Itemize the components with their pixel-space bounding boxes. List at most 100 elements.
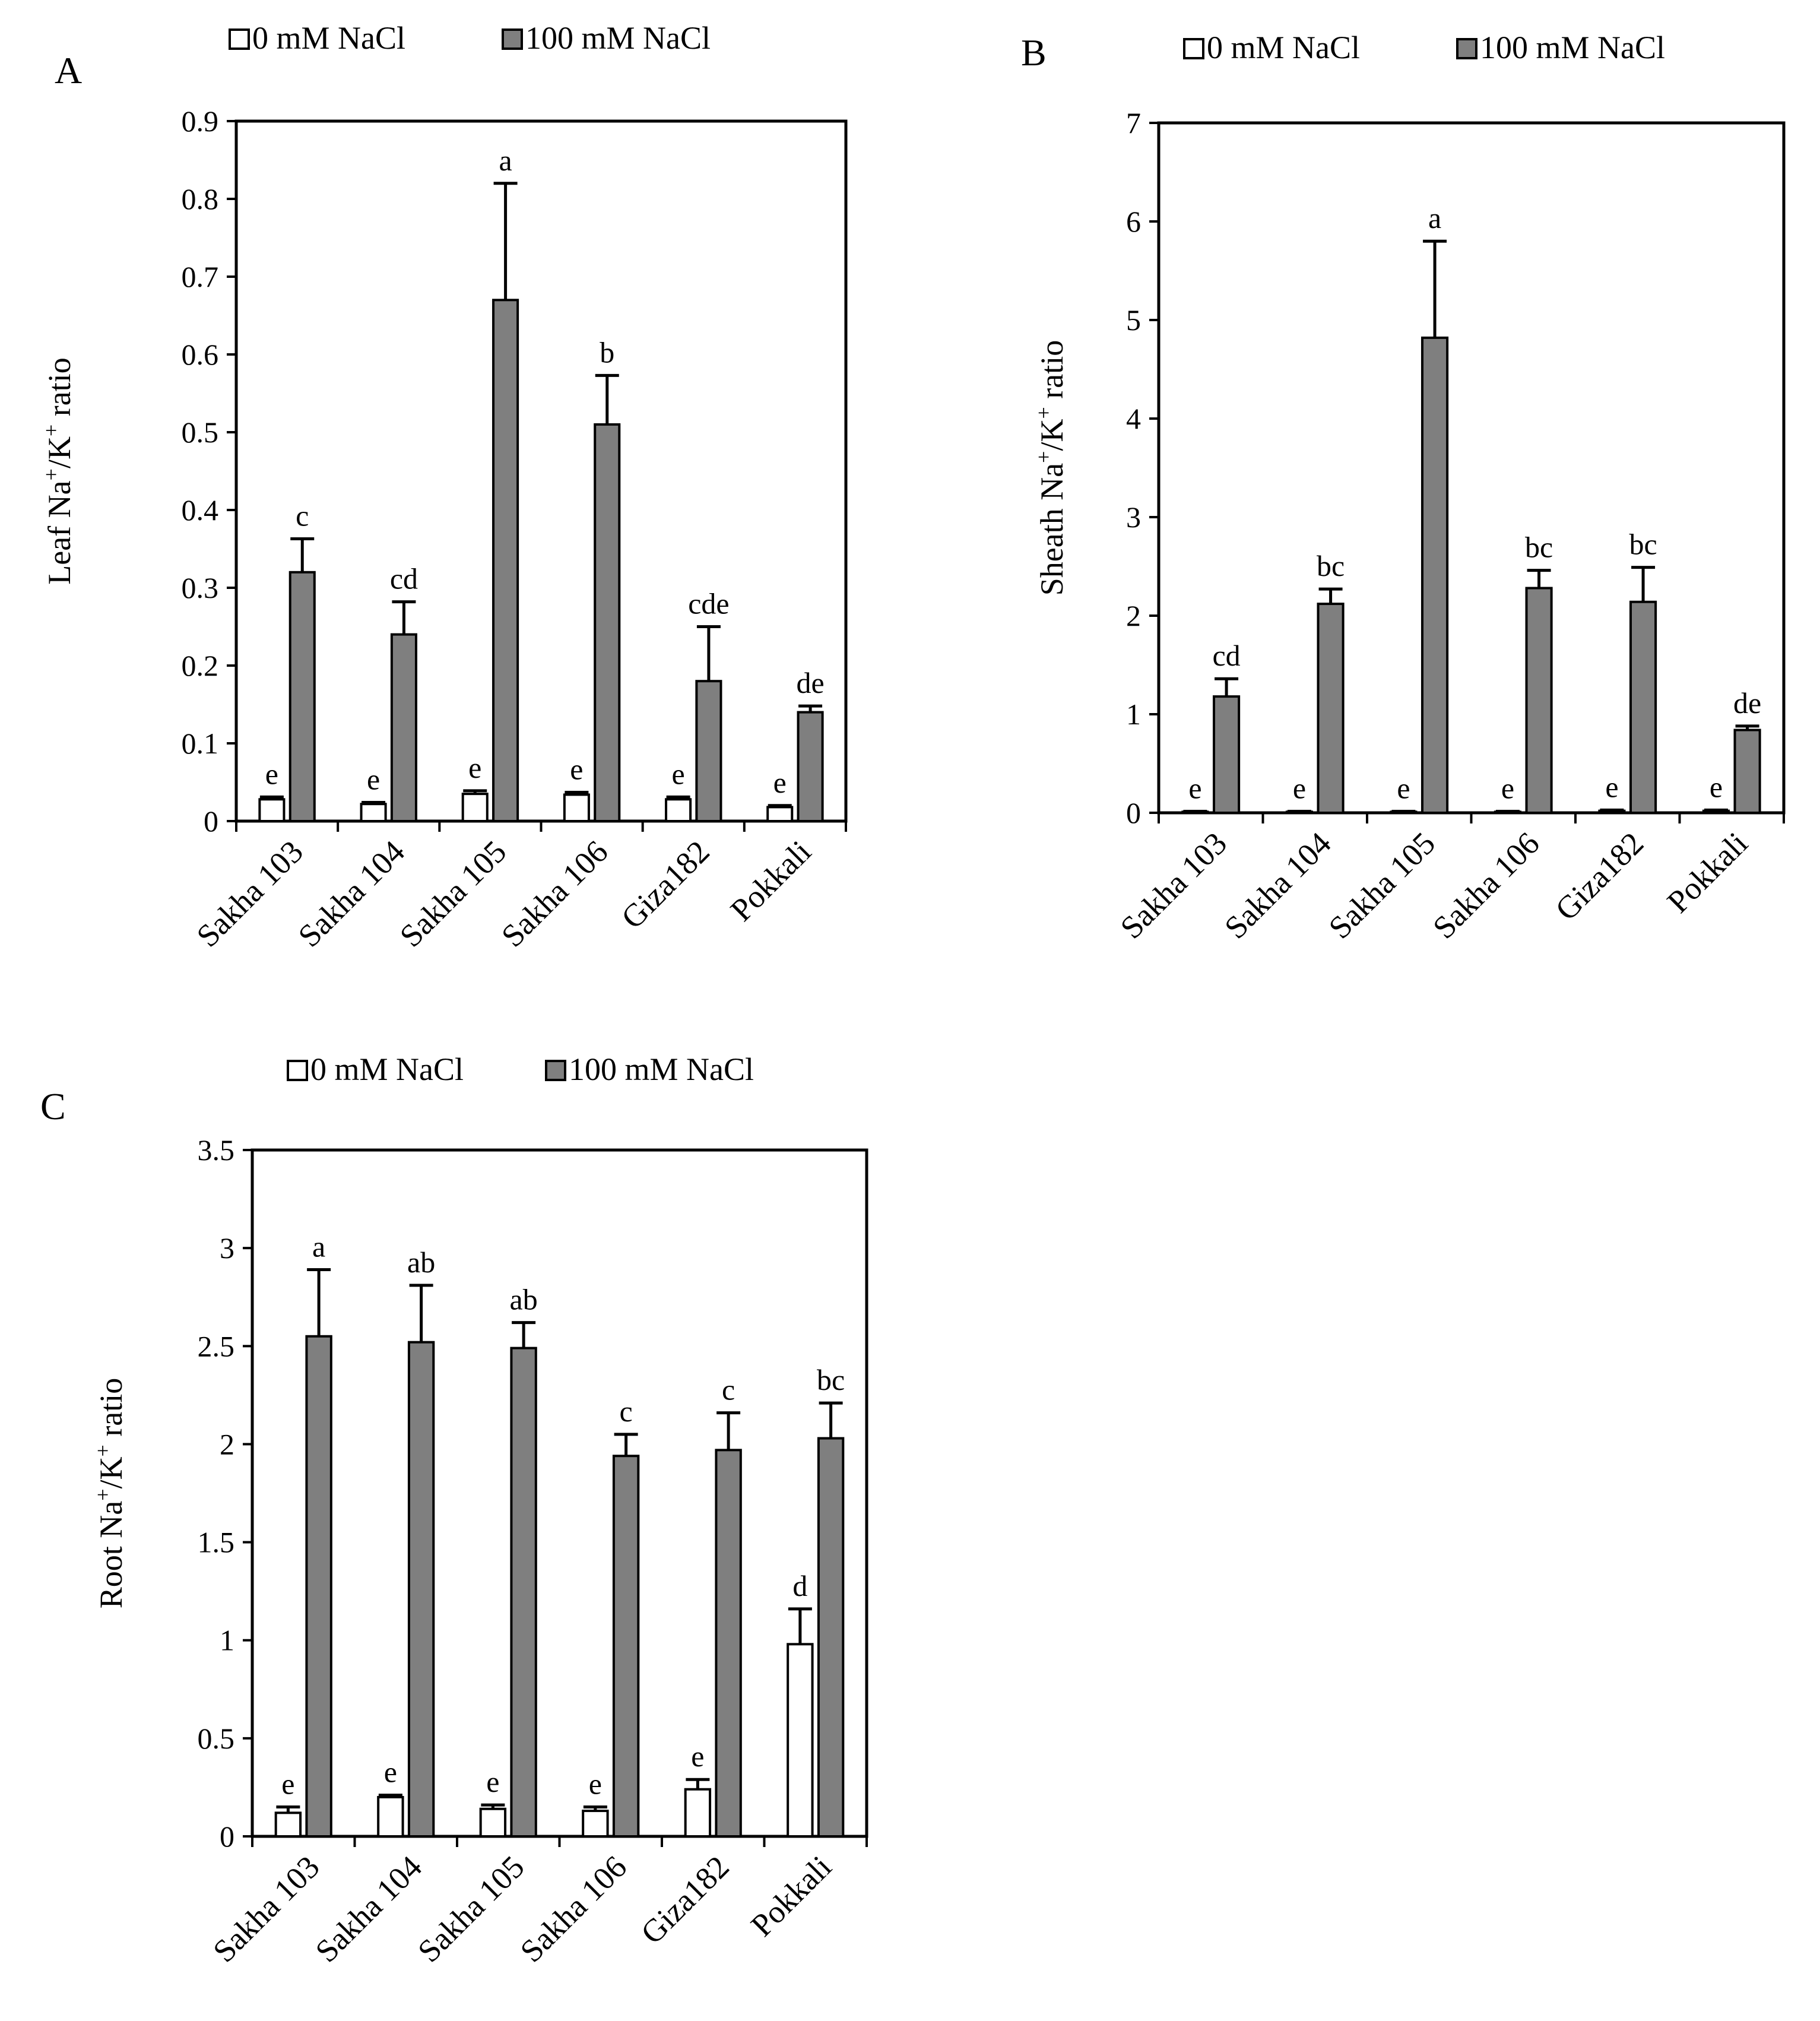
panel-C: C 0 mM NaCl 100 mM NaCl 0 0.5 1 1.5 2 2.5 3 3.5 Roo… (40, 1051, 868, 1969)
y-tick-label: 0 (204, 804, 218, 838)
y-title-part: Sheath Na (1034, 463, 1070, 595)
significance-label: e (367, 763, 380, 796)
significance-label: e (281, 1767, 294, 1800)
bar-control-0 (258, 798, 286, 822)
significance-label: bc (1317, 549, 1345, 582)
significance-label: e (1293, 772, 1306, 805)
significance-label: b (600, 335, 614, 369)
bar-salt-2 (1421, 336, 1449, 814)
bar-salt-2 (492, 299, 519, 822)
panel-letter: B (1021, 31, 1047, 74)
significance-label: e (589, 1767, 602, 1800)
y-tick-label: 0.7 (182, 260, 219, 293)
bar-control-1 (360, 803, 387, 823)
y-tick-label: 5 (1126, 303, 1141, 337)
y-tick-label: 0.5 (198, 1722, 235, 1755)
y-title-superscript: + (39, 468, 63, 480)
significance-label: bc (1629, 528, 1657, 561)
significance-label: de (1733, 686, 1761, 720)
category-label: Sakha 103 (190, 834, 310, 954)
y-tick-label: 2.5 (198, 1329, 235, 1363)
y-axis-title: Leaf Na+/K+ ratio (39, 357, 77, 584)
y-tick-label: 4 (1126, 402, 1141, 435)
plot-frame (1157, 121, 1786, 815)
bar-salt-3 (1525, 587, 1553, 815)
bar-control-3 (582, 1810, 609, 1838)
legend-swatch-control (1183, 38, 1204, 59)
category-label: Pokkali (744, 1849, 838, 1943)
y-tick-label: 6 (1126, 205, 1141, 238)
significance-label: bc (817, 1363, 845, 1396)
bar-salt-1 (1317, 603, 1345, 815)
y-title-part: /K (42, 436, 77, 468)
significance-label: e (1605, 770, 1618, 803)
legend-label-control: 0 mM NaCl (1207, 30, 1360, 65)
bar-control-5 (766, 806, 794, 823)
y-tick-label: 0.4 (182, 493, 219, 527)
y-title-superscript: + (91, 1488, 115, 1500)
y-tick-label: 7 (1126, 106, 1141, 140)
significance-label: e (1501, 772, 1514, 805)
significance-label: c (722, 1373, 735, 1407)
bar-salt-4 (715, 1449, 742, 1838)
bar-salt-0 (305, 1335, 332, 1838)
category-label: Giza182 (1548, 825, 1650, 927)
y-tick-label: 0.1 (182, 727, 219, 760)
y-axis-title: Root Na+/K+ ratio (91, 1378, 129, 1609)
y-title-part: Root Na (93, 1501, 129, 1609)
bar-salt-4 (1629, 600, 1657, 814)
bar-salt-2 (510, 1347, 537, 1838)
bar-salt-5 (817, 1437, 845, 1838)
significance-label: cd (390, 562, 418, 595)
y-title-part: Leaf Na (42, 480, 77, 584)
y-tick-label: 1 (1126, 698, 1141, 731)
legend-label-control: 0 mM NaCl (252, 20, 405, 56)
y-title-part: ratio (42, 357, 77, 424)
y-tick-label: 0.8 (182, 182, 219, 216)
bar-salt-5 (797, 711, 824, 822)
bar-salt-0 (288, 571, 316, 822)
plot-frame (251, 1148, 868, 1838)
significance-label: d (792, 1569, 807, 1602)
legend-swatch-salt (502, 28, 523, 50)
y-title-part: ratio (1034, 340, 1070, 407)
significance-label: e (691, 1740, 704, 1773)
y-tick-label: 0.3 (182, 571, 219, 604)
y-title-part: /K (1034, 419, 1070, 451)
significance-label: a (312, 1230, 325, 1263)
significance-label: e (1710, 770, 1723, 803)
significance-label: de (796, 666, 824, 699)
significance-label: cde (688, 587, 729, 620)
legend-swatch-control (229, 28, 250, 50)
bar-control-4 (665, 798, 692, 822)
bar-control-4 (684, 1788, 712, 1838)
legend-label-control: 0 mM NaCl (310, 1051, 464, 1087)
y-axis-title: Sheath Na+/K+ ratio (1032, 340, 1070, 596)
bar-salt-0 (1213, 695, 1241, 814)
category-label: Sakha 104 (1217, 825, 1338, 946)
significance-label: a (1428, 201, 1441, 235)
significance-label: ab (407, 1246, 435, 1279)
significance-label: cd (1212, 639, 1240, 672)
category-label: Sakha 104 (291, 834, 412, 954)
bar-salt-3 (594, 423, 621, 822)
significance-label: e (384, 1756, 397, 1789)
legend-swatch-control (287, 1060, 308, 1081)
y-tick-label: 0.9 (182, 104, 219, 138)
significance-label: ab (510, 1283, 538, 1316)
category-label: Sakha 106 (513, 1849, 634, 1969)
y-title-superscript: + (91, 1445, 115, 1456)
category-label: Giza182 (634, 1849, 736, 1951)
bar-control-0 (274, 1811, 302, 1838)
category-label: Sakha 105 (393, 834, 513, 954)
significance-label: e (773, 766, 787, 799)
y-tick-label: 0 (220, 1820, 234, 1853)
category-label: Sakha 103 (1114, 825, 1234, 946)
bar-salt-5 (1733, 728, 1761, 815)
y-tick-label: 1.5 (198, 1526, 235, 1559)
significance-label: a (499, 144, 512, 177)
category-label: Pokkali (724, 834, 818, 928)
y-title-superscript: + (1032, 451, 1055, 463)
category-label: Pokkali (1660, 825, 1755, 920)
